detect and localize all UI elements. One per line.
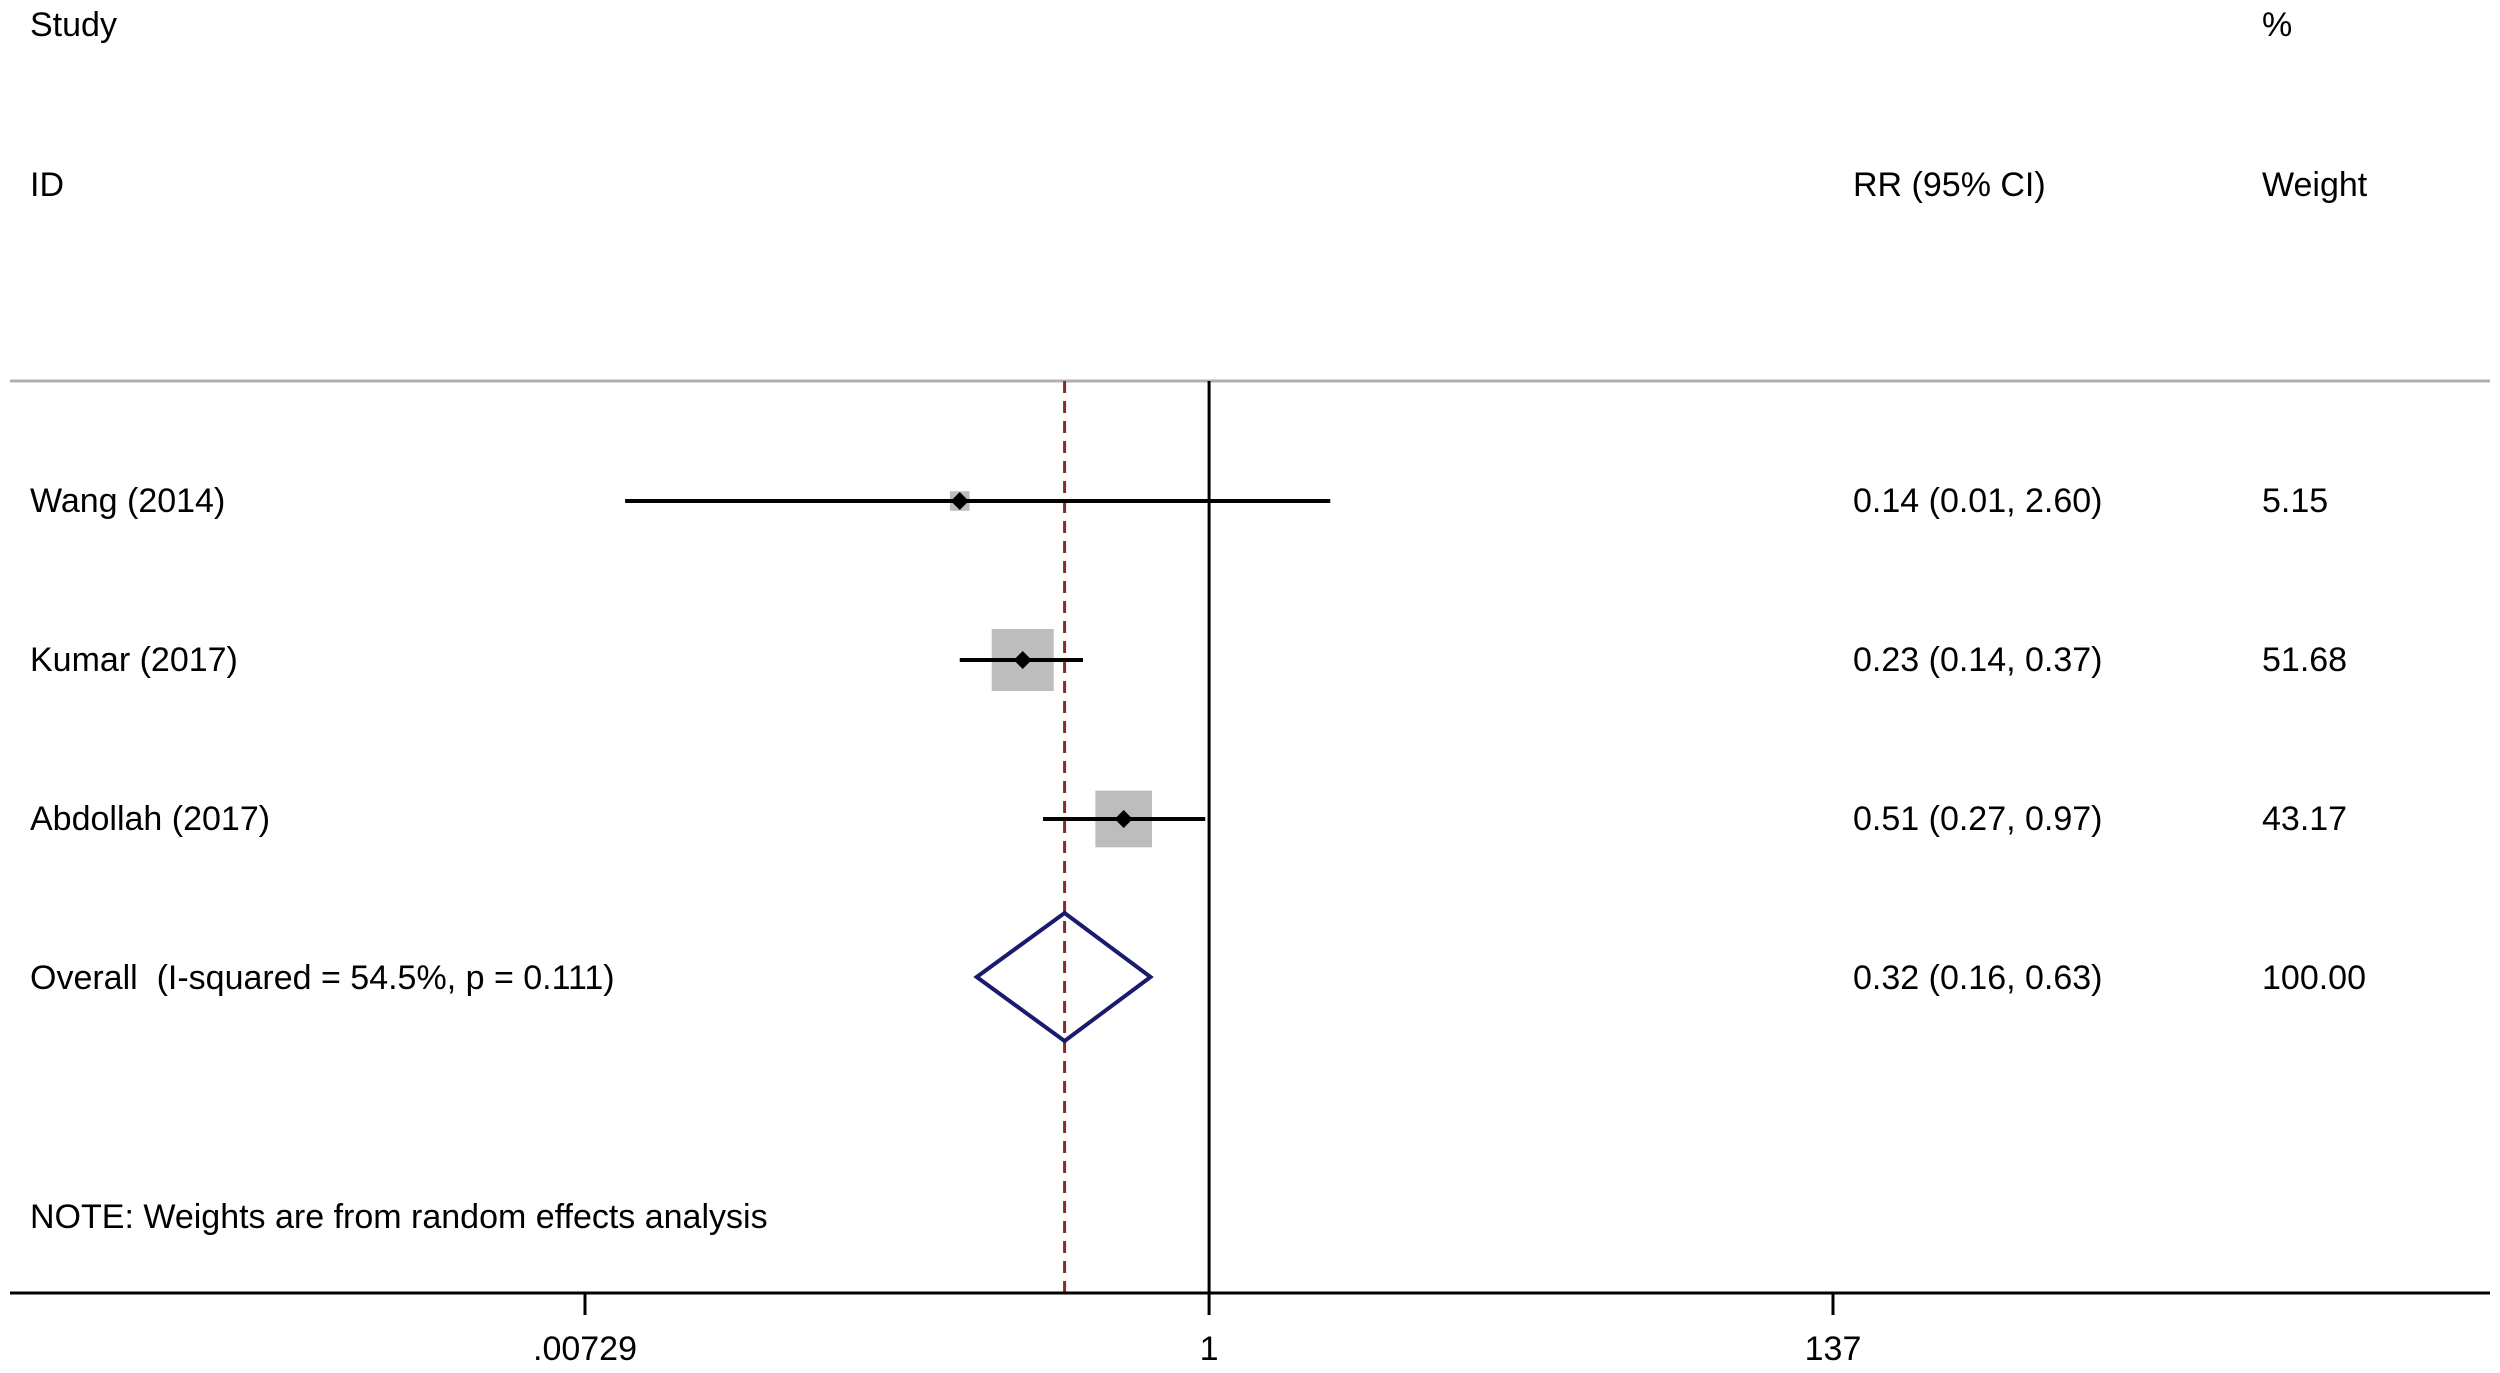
point-estimate xyxy=(950,492,969,510)
x-tick-label: .00729 xyxy=(533,1330,637,1368)
point-estimate xyxy=(1013,651,1032,669)
overall-ci-text: 0.32 (0.16, 0.63) xyxy=(1853,959,2103,997)
study-row: Kumar (2017) 0.23 (0.14, 0.37) 51.68 xyxy=(30,641,2347,679)
x-tick-label: 1 xyxy=(1200,1330,1219,1368)
plot-marks xyxy=(625,381,1331,1293)
study-weight-text: 43.17 xyxy=(2262,800,2347,838)
overall-label: Overall (I-squared = 54.5%, p = 0.111) xyxy=(30,959,615,997)
study-ci-text: 0.51 (0.27, 0.97) xyxy=(1853,800,2103,838)
study-row: Wang (2014) 0.14 (0.01, 2.60) 5.15 xyxy=(30,482,2328,520)
overall-row: Overall (I-squared = 54.5%, p = 0.111) 0… xyxy=(30,959,2366,997)
study-weight-text: 51.68 xyxy=(2262,641,2347,679)
study-label: Kumar (2017) xyxy=(30,641,238,679)
overall-diamond xyxy=(973,910,1154,1044)
study-label: Abdollah (2017) xyxy=(30,800,270,838)
header-id: ID xyxy=(30,166,64,204)
x-tick-label: 137 xyxy=(1805,1330,1862,1368)
header-study: Study xyxy=(30,6,117,44)
study-weight-text: 5.15 xyxy=(2262,482,2328,520)
x-axis: .00729 1 137 xyxy=(10,1291,2490,1368)
study-row: Abdollah (2017) 0.51 (0.27, 0.97) 43.17 xyxy=(30,800,2347,838)
note-text: NOTE: Weights are from random effects an… xyxy=(30,1198,768,1236)
overall-weight-text: 100.00 xyxy=(2262,959,2366,997)
study-label: Wang (2014) xyxy=(30,482,225,520)
study-ci-text: 0.14 (0.01, 2.60) xyxy=(1853,482,2103,520)
header-effect: RR (95% CI) xyxy=(1853,166,2046,204)
study-ci-text: 0.23 (0.14, 0.37) xyxy=(1853,641,2103,679)
header-weight-percent: % xyxy=(2262,6,2292,44)
header-weight: Weight xyxy=(2262,166,2368,204)
point-estimate xyxy=(1114,810,1133,828)
